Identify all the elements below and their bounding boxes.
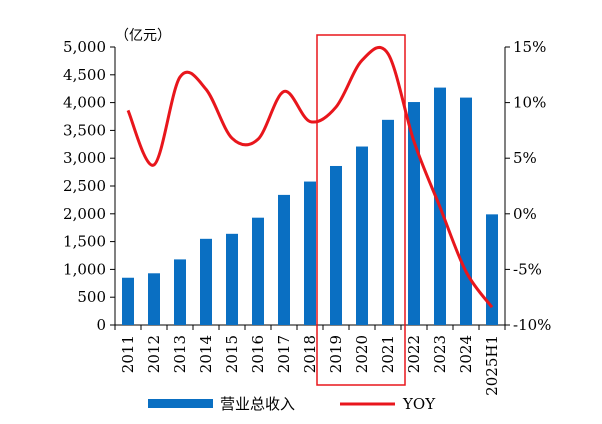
left-tick-label: 2,500 [63,177,106,195]
bar [148,273,160,325]
bar [356,146,368,325]
right-tick-label: -10% [513,316,551,334]
left-tick-label: 4,500 [63,66,106,84]
bar [174,259,186,325]
legend-bar-label: 营业总收入 [220,395,295,413]
bar [226,233,238,325]
yoy-line [126,45,494,309]
bar [278,194,290,325]
left-tick-label: 1,000 [63,260,106,278]
left-axis-ticks: 0 500 1,000 1,500 2,000 2,500 3,000 3,500 4,000 4… [63,38,115,334]
left-tick-label: 0 [96,316,106,334]
x-tick-label: 2020 [353,335,371,373]
x-axis-labels: 2011 2012 2013 2014 2015 2016 2017 2018 2019 2020… [114,325,506,396]
x-tick-label: 2011 [119,335,137,373]
right-axis-ticks: -10% -5% 0% 5% 10% 15% [505,38,551,334]
bar [460,97,472,325]
left-tick-label: 2,000 [63,205,106,223]
bar [200,238,212,325]
right-tick-label: 10% [513,94,546,112]
bar [408,102,420,325]
bar [486,214,498,325]
unit-label: （亿元） [115,28,171,44]
right-tick-label: 0% [513,205,537,223]
bar [122,277,134,325]
x-tick-label: 2017 [275,335,293,373]
left-tick-label: 3,500 [63,121,106,139]
x-tick-label: 2019 [327,335,345,373]
x-tick-label: 2018 [301,335,319,373]
bar [252,217,264,325]
left-tick-label: 4,000 [63,94,106,112]
left-tick-label: 3,000 [63,149,106,167]
x-tick-label: 2021 [379,335,397,373]
legend-bar-swatch [148,399,213,408]
right-tick-label: 5% [513,149,537,167]
x-tick-label: 2024 [457,335,475,373]
highlight-box [316,34,406,386]
x-tick-label: 2014 [197,335,215,373]
x-tick-label: 2022 [405,335,423,373]
x-tick-label: 2012 [145,335,163,373]
bar-series [122,87,498,325]
left-tick-label: 500 [77,288,106,306]
bar [330,165,342,325]
x-tick-label: 2023 [431,335,449,373]
x-tick-label: 2013 [171,335,189,373]
x-tick-label: 2016 [249,335,267,373]
legend-line-label: YOY [402,395,436,413]
bar [382,119,394,325]
bar [304,181,316,325]
right-tick-label: -5% [513,260,542,278]
x-tick-label: 2025H1 [483,335,501,396]
x-tick-label: 2015 [223,335,241,373]
left-tick-label: 1,500 [63,233,106,251]
left-tick-label: 5,000 [63,38,106,56]
right-tick-label: 15% [513,38,546,56]
legend: 营业总收入 YOY [148,395,436,413]
